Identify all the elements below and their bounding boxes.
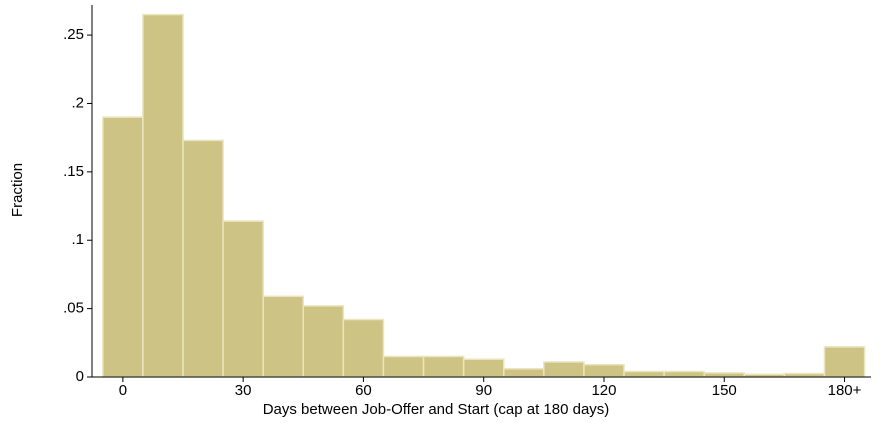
bar	[823, 346, 866, 378]
bar	[342, 318, 385, 378]
bar	[623, 370, 665, 378]
bar	[703, 372, 746, 378]
bar	[222, 220, 264, 378]
x-tick-label: 120	[591, 382, 616, 399]
y-tick-label: .1	[71, 231, 84, 248]
x-tick-label: 0	[119, 382, 127, 399]
y-tick-label: .25	[63, 26, 84, 43]
y-tick-label: .2	[71, 94, 84, 111]
x-tick-label: 30	[235, 382, 252, 399]
bar	[302, 305, 345, 378]
y-tick-label: .05	[63, 300, 84, 317]
bar	[503, 368, 545, 378]
y-axis-label: Fraction	[9, 163, 26, 217]
bar	[783, 372, 826, 378]
bar	[382, 355, 425, 378]
bar	[583, 363, 625, 378]
bar	[663, 370, 705, 378]
x-tick-label: 150	[712, 382, 737, 399]
x-tick-label: 180+	[828, 382, 862, 399]
bar	[462, 358, 505, 378]
y-tick-label: .15	[63, 163, 84, 180]
bar	[102, 116, 144, 378]
y-tick-label: 0	[76, 368, 84, 385]
bar	[543, 361, 585, 378]
bar	[182, 139, 224, 378]
bar	[422, 355, 465, 378]
x-tick-label: 60	[355, 382, 372, 399]
x-tick-label: 90	[475, 382, 492, 399]
bar	[262, 295, 305, 378]
x-axis-label: Days between Job-Offer and Start (cap at…	[263, 401, 610, 418]
bar	[142, 13, 184, 378]
